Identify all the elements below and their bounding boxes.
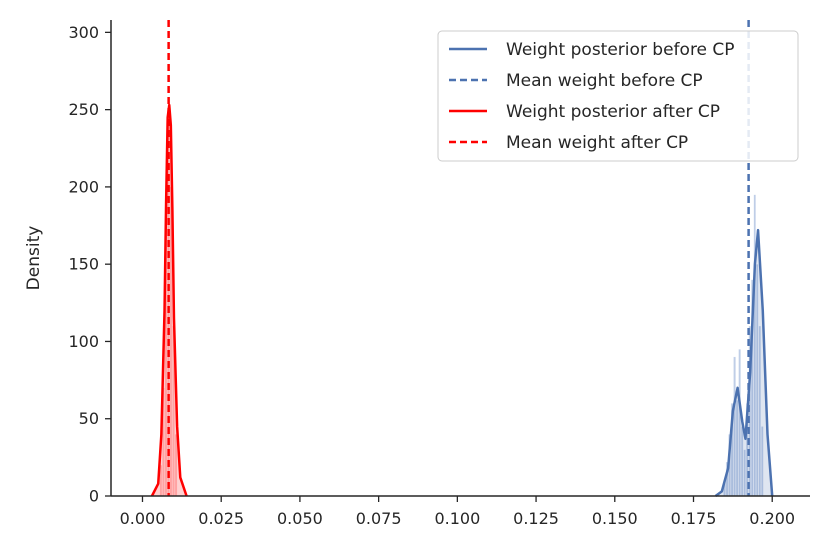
- tick-labels: 0.000 0.025 0.050 0.075 0.100 0.125 0.150 0.175…: [68, 23, 795, 528]
- y-tick-label: 150: [68, 255, 99, 274]
- legend-label: Weight posterior after CP: [506, 102, 720, 122]
- y-tick-label: 50: [79, 409, 99, 428]
- x-tick-label: 0.050: [277, 509, 323, 528]
- y-tick-label: 300: [68, 23, 99, 42]
- density-line: [150, 103, 188, 497]
- y-tick-label: 250: [68, 100, 99, 119]
- legend-frame: [437, 30, 799, 162]
- y-tick-label: 100: [68, 332, 99, 351]
- x-tick-label: 0.000: [120, 509, 166, 528]
- legend-label: Mean weight before CP: [506, 71, 703, 91]
- x-tick-label: 0.100: [434, 509, 480, 528]
- y-axis-title: Density: [24, 226, 44, 291]
- legend-label: Mean weight after CP: [506, 133, 688, 153]
- density-fill: [715, 230, 773, 496]
- x-tick-label: 0.075: [356, 509, 402, 528]
- x-tick-label: 0.125: [513, 509, 559, 528]
- x-tick-label: 0.150: [592, 509, 638, 528]
- y-tick-label: 0: [89, 487, 99, 506]
- legend-label: Weight posterior before CP: [506, 40, 735, 60]
- y-tick-label: 200: [68, 177, 99, 196]
- legend: Weight posterior before CP Mean weight be…: [437, 30, 799, 162]
- x-tick-label: 0.025: [198, 509, 244, 528]
- density-line: [714, 228, 774, 498]
- x-tick-label: 0.175: [671, 509, 717, 528]
- plot-area: [150, 20, 774, 498]
- x-tick-label: 0.200: [749, 509, 795, 528]
